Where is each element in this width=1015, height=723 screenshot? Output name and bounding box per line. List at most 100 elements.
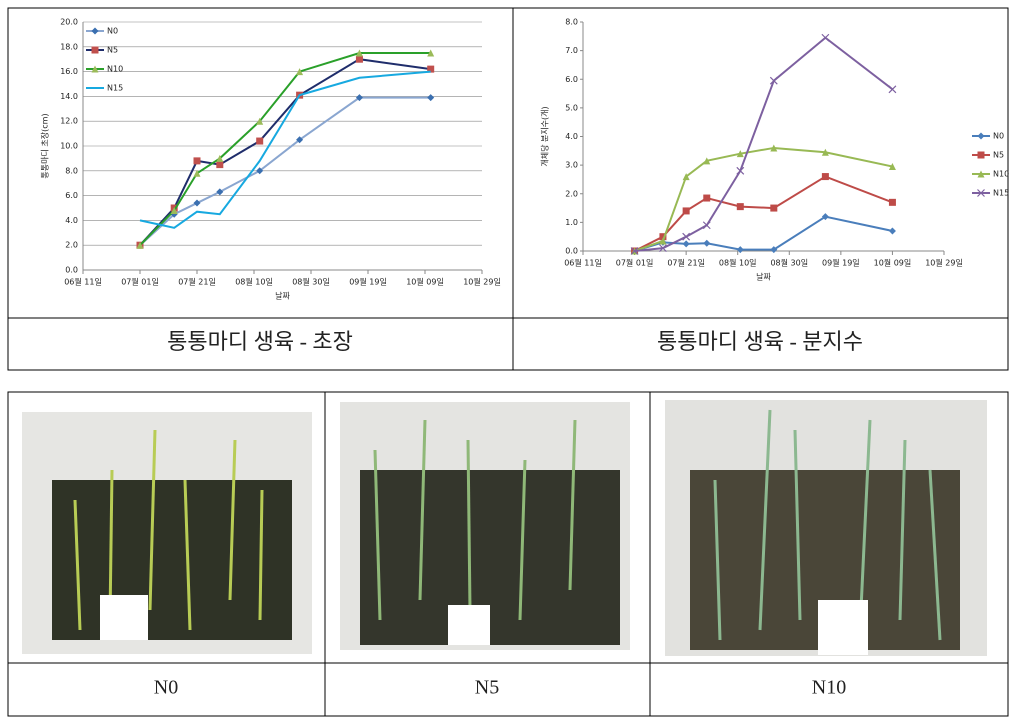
marker	[216, 161, 224, 169]
x-tick-label: 10월 29일	[463, 277, 501, 287]
marker	[256, 167, 264, 175]
y-tick-label: 14.0	[60, 92, 78, 101]
series-line	[139, 70, 431, 229]
marker	[659, 233, 667, 241]
marker	[977, 189, 985, 197]
marker	[427, 49, 435, 57]
y-tick-label: 3.0	[565, 161, 578, 170]
series-line	[139, 96, 431, 246]
marker	[977, 170, 985, 178]
y-tick-label: 16.0	[60, 67, 78, 76]
y-tick-label: 6.0	[65, 191, 78, 200]
x-tick-label: 09월 19일	[349, 277, 387, 287]
x-tick-label: 08월 30일	[770, 258, 808, 268]
legend-label: N5	[993, 151, 1004, 160]
marker	[91, 46, 99, 54]
marker	[977, 151, 985, 159]
marker	[682, 207, 690, 215]
marker	[355, 55, 363, 63]
legend-label: N0	[107, 27, 118, 36]
marker	[977, 132, 985, 140]
marker	[703, 157, 711, 165]
marker	[682, 173, 690, 181]
marker	[355, 49, 363, 57]
y-tick-label: 2.0	[565, 189, 578, 198]
x-tick-label: 07월 01일	[121, 277, 159, 287]
caption: 통통마디 생육 - 초장	[167, 329, 353, 354]
marker	[703, 239, 711, 247]
x-tick-label: 06월 11일	[564, 258, 602, 268]
marker	[256, 117, 264, 125]
marker	[888, 85, 897, 94]
legend-label: N15	[107, 84, 123, 93]
series-line	[634, 215, 893, 252]
series-line	[634, 146, 893, 252]
marker	[193, 169, 201, 177]
x-tick-label: 06월 11일	[64, 277, 102, 287]
marker	[888, 227, 896, 235]
y-axis-title: 개체당 분지수(개)	[540, 106, 550, 166]
caption: 통통마디 생육 - 분지수	[657, 329, 863, 354]
marker	[136, 241, 144, 249]
marker	[659, 244, 667, 253]
x-tick-label: 08월 10일	[719, 258, 757, 268]
x-axis-title: 날짜	[756, 272, 771, 282]
marker	[770, 246, 778, 254]
y-axis-title: 통통마디 초장(cm)	[40, 113, 50, 178]
marker	[736, 246, 744, 254]
marker	[682, 232, 691, 241]
series-line	[634, 36, 894, 252]
x-tick-label: 07월 21일	[178, 277, 216, 287]
photo-label: N10	[812, 677, 846, 699]
marker	[193, 199, 201, 207]
marker	[736, 203, 744, 211]
marker	[736, 150, 744, 158]
legend-label: N10	[107, 65, 123, 74]
x-tick-label: 08월 30일	[292, 277, 330, 287]
x-tick-label: 07월 01일	[616, 258, 654, 268]
marker	[702, 221, 711, 230]
legend-label: N15	[993, 189, 1009, 198]
photos	[22, 400, 987, 656]
y-tick-label: 6.0	[565, 75, 578, 84]
photo-label: N5	[475, 677, 499, 699]
marker	[770, 204, 778, 212]
marker	[888, 163, 896, 171]
photo-label: N0	[154, 677, 178, 699]
y-tick-label: 4.0	[565, 132, 578, 141]
marker	[821, 148, 829, 156]
y-tick-label: 0.0	[65, 266, 78, 275]
marker	[736, 166, 745, 175]
marker	[216, 188, 224, 196]
series-line	[139, 58, 431, 246]
marker	[769, 76, 778, 85]
y-tick-label: 1.0	[565, 218, 578, 227]
marker	[296, 136, 304, 144]
y-tick-label: 18.0	[60, 42, 78, 51]
marker	[427, 94, 435, 102]
x-tick-label: 10월 29일	[925, 258, 963, 268]
marker	[256, 137, 264, 145]
marker	[427, 65, 435, 73]
y-tick-label: 5.0	[565, 103, 578, 112]
y-tick-label: 7.0	[565, 46, 578, 55]
marker	[630, 247, 639, 255]
marker	[216, 154, 224, 162]
marker	[193, 157, 201, 165]
y-tick-label: 10.0	[60, 142, 78, 151]
x-axis-title: 날짜	[275, 291, 290, 301]
marker	[91, 27, 99, 35]
legend-label: N5	[107, 46, 118, 55]
marker	[682, 240, 690, 248]
marker	[170, 206, 178, 214]
marker	[888, 198, 896, 206]
marker	[821, 173, 829, 181]
y-tick-label: 2.0	[65, 241, 78, 250]
legend-label: N0	[993, 132, 1004, 141]
marker	[770, 144, 778, 152]
x-tick-label: 09월 19일	[822, 258, 860, 268]
marker	[821, 213, 829, 221]
marker	[355, 94, 363, 102]
marker	[296, 68, 304, 76]
